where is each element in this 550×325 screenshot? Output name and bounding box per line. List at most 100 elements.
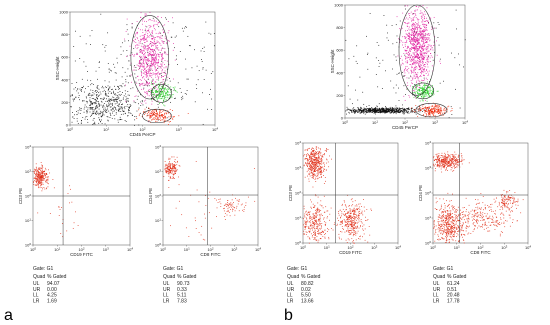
event-dot: [152, 51, 153, 52]
event-dot: [156, 115, 157, 116]
event-dot: [43, 180, 44, 181]
event-dot: [152, 44, 153, 45]
event-dot: [232, 204, 233, 205]
event-dot: [312, 164, 313, 165]
event-dot: [188, 113, 189, 114]
event-dot: [148, 63, 149, 64]
event-dot: [153, 72, 154, 73]
event-dot: [418, 43, 419, 44]
tick-exp: 1: [59, 247, 61, 251]
event-dot: [427, 37, 428, 38]
event-dot: [398, 38, 399, 39]
event-dot: [416, 31, 417, 32]
event-dot: [159, 85, 160, 86]
event-dot: [417, 54, 418, 55]
event-dot: [99, 61, 100, 62]
event-dot: [160, 118, 161, 119]
event-dot: [158, 33, 159, 34]
event-dot: [154, 20, 155, 21]
event-dot: [414, 89, 415, 90]
event-dot: [77, 118, 78, 119]
event-dot: [153, 83, 154, 84]
event-dot: [158, 26, 159, 27]
event-dot: [136, 95, 137, 96]
event-dot: [176, 208, 177, 209]
event-dot: [401, 108, 402, 109]
event-dot: [426, 73, 427, 74]
event-dot: [141, 12, 142, 13]
event-dot: [166, 113, 167, 114]
event-dot: [141, 73, 142, 74]
event-dot: [98, 117, 99, 118]
event-dot: [161, 94, 162, 95]
event-dot: [407, 112, 408, 113]
event-dot: [142, 30, 143, 31]
event-dot: [144, 85, 145, 86]
event-dot: [423, 52, 424, 53]
event-dot: [402, 113, 403, 114]
event-dot: [174, 165, 175, 166]
event-dot: [110, 107, 111, 108]
event-dot: [419, 48, 420, 49]
event-dot: [42, 173, 43, 174]
event-dot: [345, 40, 346, 41]
event-dot: [417, 30, 418, 31]
event-dot: [390, 108, 391, 109]
event-dot: [106, 95, 107, 96]
event-dot: [90, 112, 91, 113]
event-dot: [147, 71, 148, 72]
event-dot: [229, 203, 230, 204]
event-dot: [424, 43, 425, 44]
event-dot: [101, 101, 102, 102]
event-dot: [417, 86, 418, 87]
event-dot: [375, 109, 376, 110]
event-dot: [152, 20, 153, 21]
event-dot: [414, 10, 415, 11]
event-dot: [426, 42, 427, 43]
event-dot: [107, 96, 108, 97]
event-dot: [162, 86, 163, 87]
event-dot: [425, 53, 426, 54]
event-dot: [151, 115, 152, 116]
event-dot: [190, 45, 191, 46]
event-dot: [417, 27, 418, 28]
event-dot: [426, 107, 427, 108]
event-dot: [140, 41, 141, 42]
event-dot: [112, 103, 113, 104]
tick-label: 101: [54, 247, 60, 253]
event-dot: [154, 114, 155, 115]
event-dot: [417, 28, 418, 29]
event-dot: [439, 109, 440, 110]
event-dot: [382, 60, 383, 61]
event-dot: [322, 156, 323, 157]
event-dot: [161, 68, 162, 69]
event-dot: [36, 181, 37, 182]
event-dot: [153, 59, 154, 60]
event-dot: [155, 115, 156, 116]
event-dot: [145, 29, 146, 30]
event-dot: [151, 65, 152, 66]
event-dot: [387, 112, 388, 113]
event-dot: [307, 150, 308, 151]
event-dot: [358, 109, 359, 110]
event-dot: [157, 45, 158, 46]
event-dot: [417, 23, 418, 24]
event-dot: [110, 113, 111, 114]
event-dot: [315, 179, 316, 180]
event-dot: [143, 48, 144, 49]
event-dot: [37, 213, 38, 214]
event-dot: [169, 163, 170, 164]
tick-label: 104: [25, 144, 31, 150]
event-dot: [162, 96, 163, 97]
table-cell: 7.83: [177, 298, 187, 304]
event-dot: [417, 9, 418, 10]
event-dot: [135, 102, 136, 103]
event-dot: [170, 81, 171, 82]
event-dot: [424, 18, 425, 19]
event-dot: [119, 111, 120, 112]
event-dot: [74, 114, 75, 115]
event-dot: [151, 82, 152, 83]
event-dot: [347, 110, 348, 111]
event-dot: [242, 210, 243, 211]
event-dot: [42, 165, 43, 166]
